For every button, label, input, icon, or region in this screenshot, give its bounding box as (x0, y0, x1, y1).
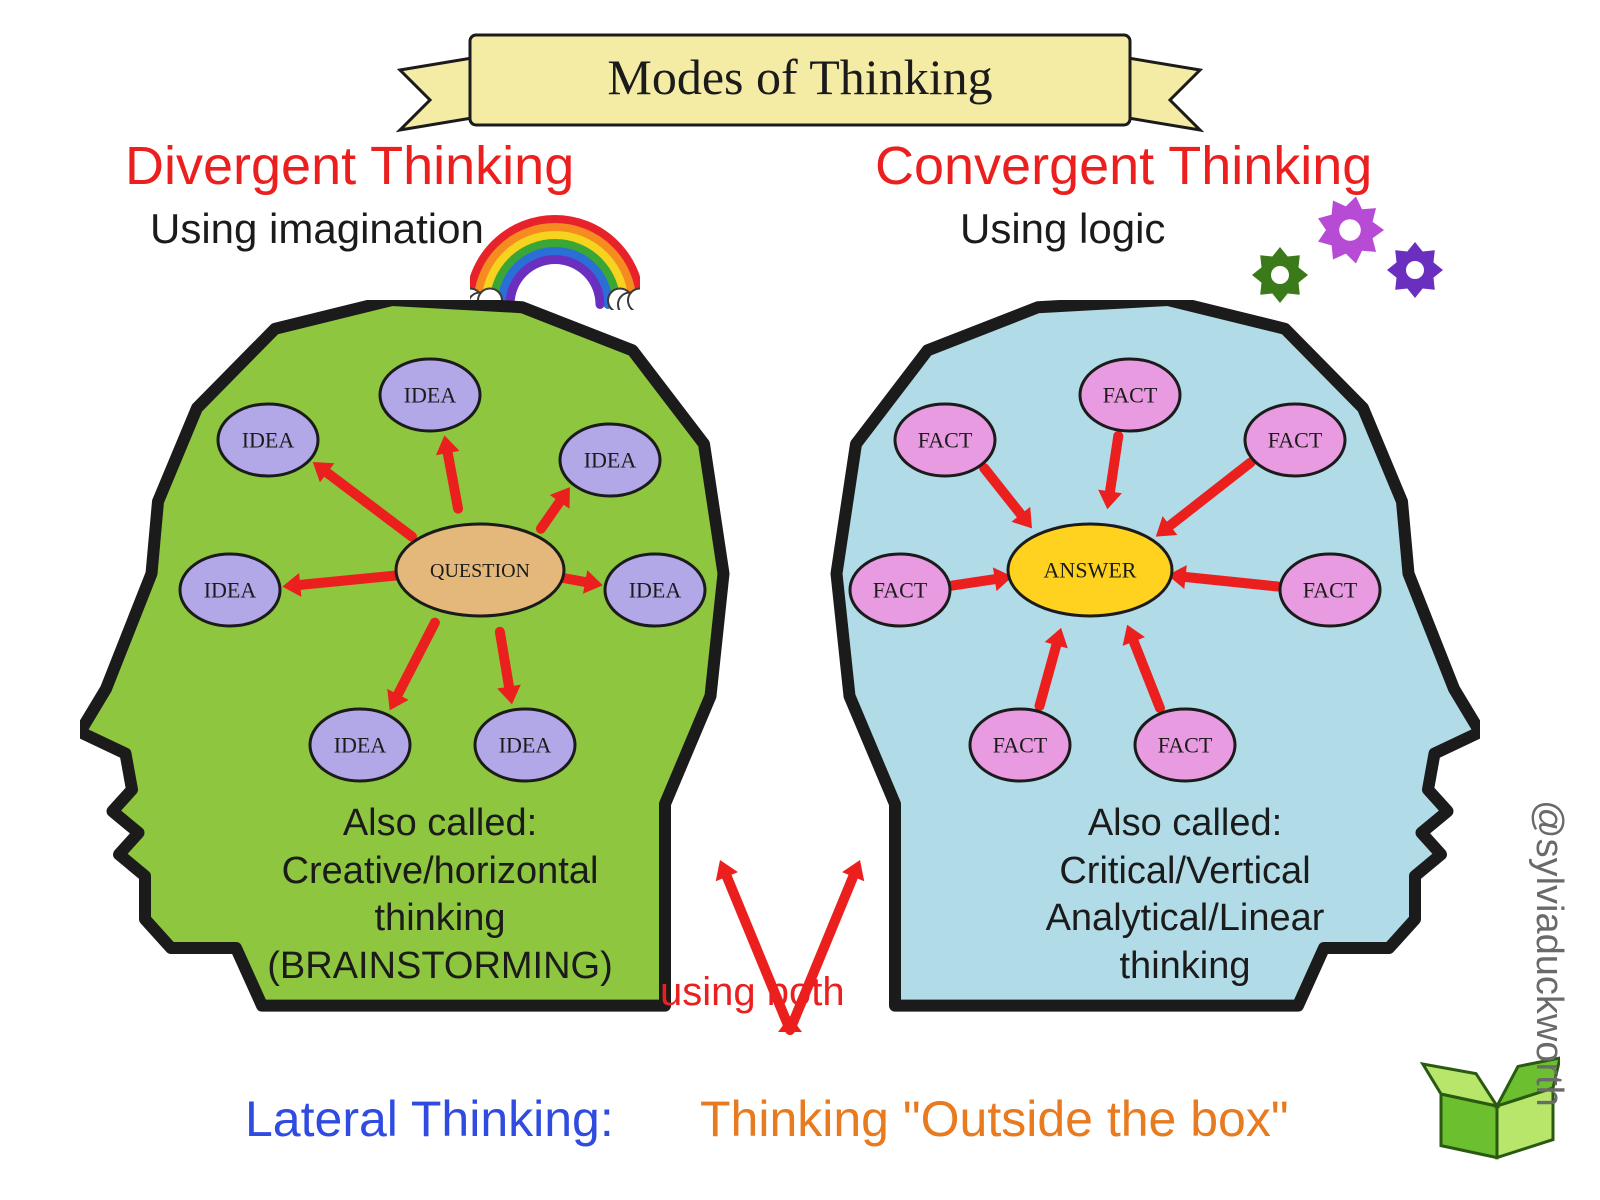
left-also-line: thinking (215, 895, 665, 943)
rainbow-icon (470, 200, 640, 310)
svg-text:FACT: FACT (1103, 383, 1158, 408)
svg-text:FACT: FACT (873, 578, 928, 603)
left-also-line: (BRAINSTORMING) (215, 943, 665, 991)
svg-text:IDEA: IDEA (584, 448, 637, 473)
svg-text:FACT: FACT (993, 733, 1048, 758)
right-also-line: Analytical/Linear (960, 895, 1410, 943)
right-also-line: Also called: (960, 800, 1410, 848)
svg-text:FACT: FACT (918, 428, 973, 453)
svg-text:ANSWER: ANSWER (1044, 558, 1137, 583)
left-heading: Divergent Thinking (125, 135, 574, 197)
left-subheading: Using imagination (150, 205, 484, 253)
svg-text:IDEA: IDEA (404, 383, 457, 408)
lateral-value: Thinking "Outside the box" (700, 1090, 1289, 1148)
left-also-line: Also called: (215, 800, 665, 848)
svg-text:QUESTION: QUESTION (430, 560, 530, 582)
using-both-text: using both (660, 970, 845, 1015)
gears-icon (1240, 190, 1460, 310)
svg-text:IDEA: IDEA (242, 428, 295, 453)
right-also-line: Critical/Vertical (960, 848, 1410, 896)
lateral-label: Lateral Thinking: (245, 1090, 614, 1148)
left-cluster: IDEA IDEA IDEA IDEA IDEA IDEA IDEA QUESTION (130, 315, 755, 825)
svg-text:FACT: FACT (1268, 428, 1323, 453)
left-also: Also called:Creative/horizontalthinking(… (215, 800, 665, 990)
right-also-line: thinking (960, 943, 1410, 991)
svg-text:IDEA: IDEA (629, 578, 682, 603)
svg-text:IDEA: IDEA (334, 733, 387, 758)
svg-text:FACT: FACT (1303, 578, 1358, 603)
right-also: Also called:Critical/VerticalAnalytical/… (960, 800, 1410, 990)
svg-text:FACT: FACT (1158, 733, 1213, 758)
right-heading: Convergent Thinking (875, 135, 1372, 197)
credit-text: @sylviaduckworth (1527, 800, 1570, 1107)
title-text: Modes of Thinking (470, 32, 1130, 122)
right-subheading: Using logic (960, 205, 1165, 253)
right-cluster: FACT FACT FACT FACT FACT FACT FACT ANSWER (800, 315, 1430, 825)
svg-text:IDEA: IDEA (499, 733, 552, 758)
svg-text:IDEA: IDEA (204, 578, 257, 603)
left-also-line: Creative/horizontal (215, 848, 665, 896)
